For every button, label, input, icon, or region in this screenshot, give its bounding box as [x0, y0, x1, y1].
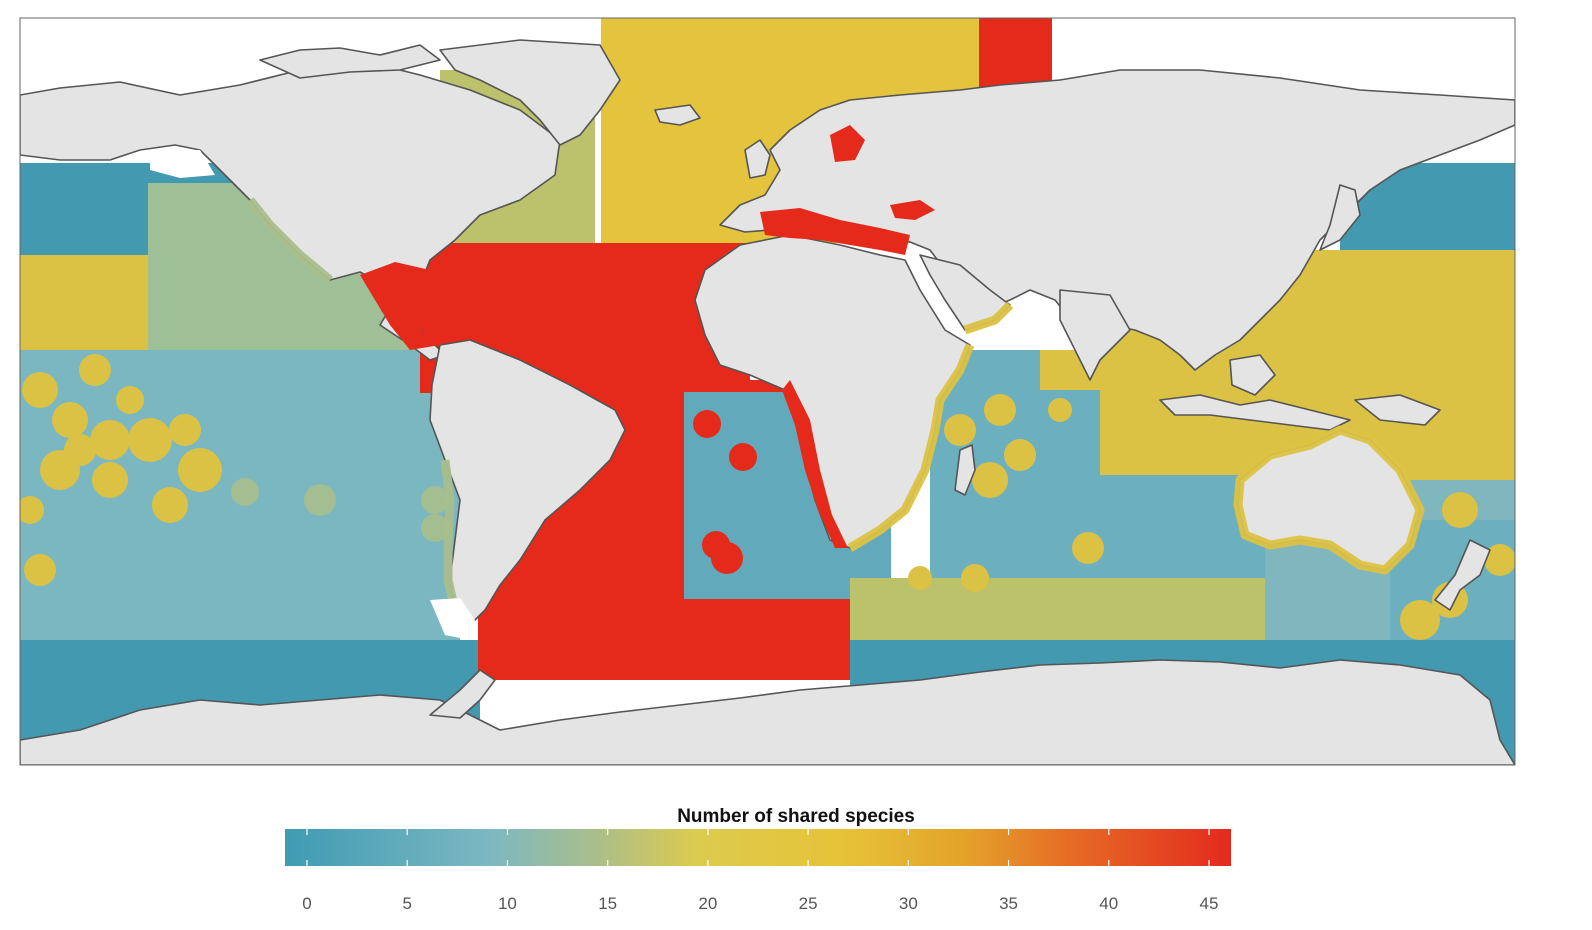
black-sea-red	[890, 200, 935, 220]
india	[1059, 289, 1131, 381]
new-zealand	[1434, 539, 1491, 611]
yellow-coastal-areas	[847, 301, 1425, 575]
iceland	[654, 104, 701, 126]
borneo	[1229, 354, 1276, 396]
british-isles	[744, 139, 771, 179]
map-frame	[19, 17, 1516, 766]
colorbar-ticks	[306, 829, 1210, 866]
baltic-red	[830, 125, 865, 162]
region-southeast-atlantic-notch	[684, 392, 728, 410]
mid-coastal-areas	[246, 197, 460, 612]
antarctica	[20, 659, 1515, 765]
antarctic-peninsula	[429, 669, 496, 719]
pacific-island-buffers-mid	[231, 478, 449, 542]
atlantic-island-buffers	[693, 410, 757, 574]
madagascar	[954, 444, 976, 496]
pacific-island-buffers	[20, 354, 1515, 640]
legend-title: Number of shared species	[677, 806, 915, 827]
region-north-pacific-yellow-w	[20, 255, 148, 350]
white-patch-alaska	[150, 150, 215, 178]
red-coastal-areas	[360, 125, 935, 548]
gulf-of-mexico-red	[360, 262, 445, 350]
arctic-islands	[259, 44, 441, 79]
west-africa-coast-red	[782, 380, 848, 548]
indian-ocean-buffers	[908, 394, 1104, 592]
white-patch	[430, 598, 475, 640]
greenland	[439, 39, 621, 146]
new-guinea	[1354, 394, 1441, 426]
southeast-asia-islands	[1159, 394, 1351, 431]
land	[20, 39, 1515, 765]
japan	[1319, 184, 1361, 251]
mediterranean-red	[760, 208, 910, 255]
colorbar-gradient	[285, 829, 1231, 866]
